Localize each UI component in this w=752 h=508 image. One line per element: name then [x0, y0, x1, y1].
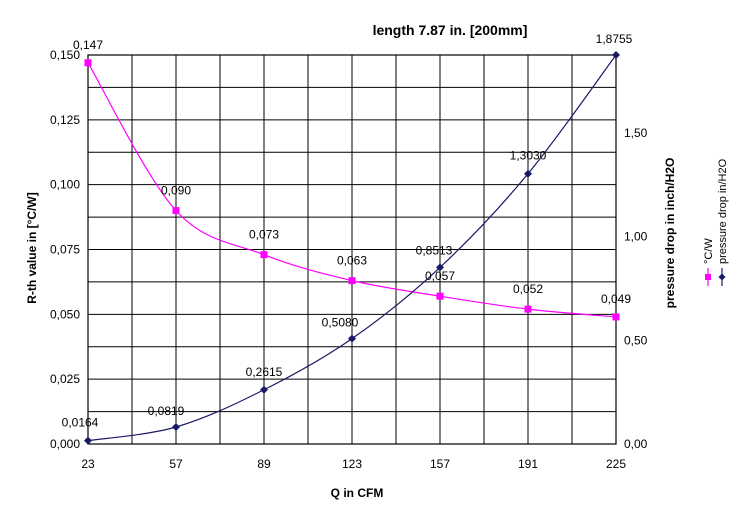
rth-data-label: 0,090	[161, 184, 191, 198]
legend-marker	[705, 274, 711, 280]
y-tick-label: 0,125	[50, 113, 80, 127]
y-tick-label: 0,150	[50, 48, 80, 62]
data-labels: 0,147 0,090 0,073 0,063 0,057 0,052 0,049 0,016…	[62, 32, 633, 430]
pressure-drop-point	[436, 263, 444, 272]
pressure-drop-point	[612, 51, 620, 59]
y2-tick-label: 0,00	[624, 437, 648, 451]
pressure-drop-data-label: 1,8755	[596, 32, 633, 46]
pressure-drop-point	[84, 436, 92, 445]
rth-data-label: 0,073	[249, 228, 279, 242]
y2-tick-label: 0,50	[624, 333, 648, 347]
x-tick-label: 157	[430, 457, 450, 471]
pressure-drop-point	[348, 334, 356, 343]
legend-label: pressure drop in/H2O	[717, 158, 729, 264]
x-tick-label: 225	[606, 457, 626, 471]
y-axis-label: R-th value in [°C/W]	[25, 192, 39, 303]
series-layer	[84, 51, 620, 445]
rth-point	[612, 313, 620, 321]
axes: 23 57 89 123 157 191 225 0,000 0,025 0,050 0,075 0,…	[50, 48, 648, 471]
pressure-drop-data-label: 0,0819	[148, 404, 185, 418]
rth-data-label: 0,057	[425, 269, 455, 283]
rth-point	[348, 277, 356, 285]
pressure-drop-data-label: 1,3030	[510, 149, 547, 163]
y-tick-label: 0,000	[50, 437, 80, 451]
rth-point	[524, 305, 532, 313]
y-tick-label: 0,025	[50, 372, 80, 386]
pressure-drop-point	[172, 423, 180, 432]
x-tick-label: 89	[257, 457, 271, 471]
legend-marker	[718, 273, 726, 281]
rth-point	[172, 207, 180, 215]
y-tick-label: 0,100	[50, 178, 80, 192]
rth-data-label: 0,049	[601, 292, 631, 306]
legend-label: °C/W	[703, 238, 715, 264]
pressure-drop-data-label: 0,2615	[246, 365, 283, 379]
x-tick-label: 123	[342, 457, 362, 471]
y-tick-label: 0,075	[50, 243, 80, 257]
pressure-drop-data-label: 0,5080	[322, 316, 359, 330]
rth-data-label: 0,147	[73, 38, 103, 52]
y2-axis-label: pressure drop in inch/H2O	[663, 158, 677, 309]
rth-point	[260, 251, 268, 259]
y2-tick-label: 1,50	[624, 126, 648, 140]
chart-title: length 7.87 in. [200mm]	[373, 22, 528, 38]
pressure-drop-data-label: 0,8513	[416, 243, 453, 257]
legend-box: °C/W pressure drop in/H2O	[703, 158, 729, 286]
plot-area	[87, 54, 617, 445]
y-tick-label: 0,050	[50, 307, 80, 321]
rth-point	[84, 59, 92, 67]
x-tick-label: 23	[81, 457, 95, 471]
rth-data-label: 0,063	[337, 254, 367, 268]
x-tick-label: 191	[518, 457, 538, 471]
x-tick-label: 57	[169, 457, 183, 471]
rth-point	[436, 292, 444, 300]
pressure-drop-point	[260, 385, 268, 394]
grid	[87, 54, 617, 445]
rth-data-label: 0,052	[513, 282, 543, 296]
pressure-drop-point	[524, 169, 532, 178]
pressure-drop-data-label: 0,0164	[62, 416, 99, 430]
legend: °C/W pressure drop in/H2O	[703, 158, 729, 286]
y2-tick-label: 1,00	[624, 230, 648, 244]
x-axis-label: Q in CFM	[331, 486, 384, 500]
